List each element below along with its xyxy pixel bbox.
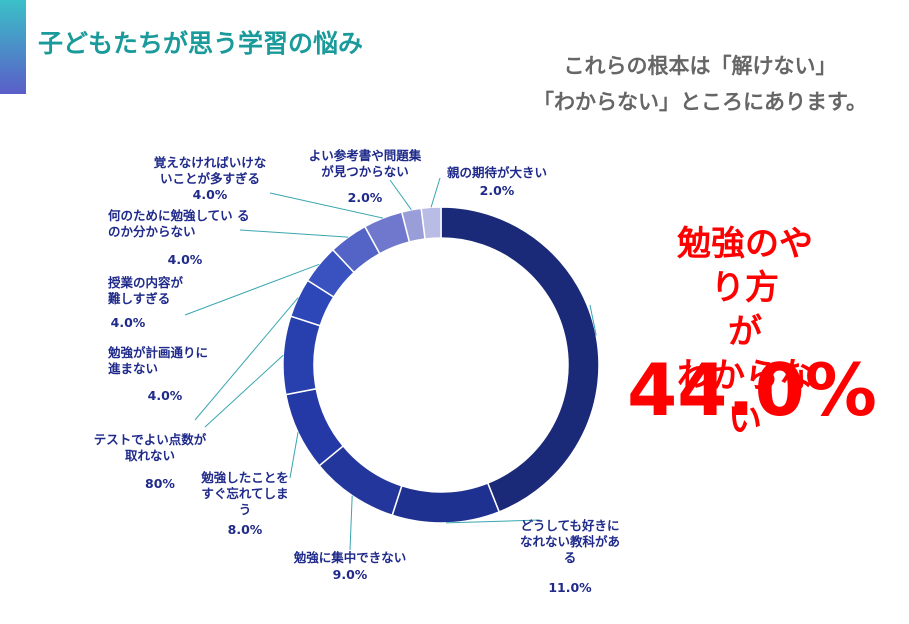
leader-line <box>204 354 284 428</box>
category-label: 勉強が計画通りに 進まない <box>108 345 209 376</box>
leader-line <box>194 297 299 421</box>
callout-label: 勉強のやり方 が わからない <box>677 224 813 440</box>
leader-line <box>349 495 353 551</box>
donut-segment <box>440 206 600 513</box>
category-label: よい参考書や問題集 が見つからない <box>308 148 422 179</box>
leader-line <box>389 179 412 211</box>
leader-line <box>289 432 299 479</box>
category-label: 勉強に集中できない <box>293 550 407 565</box>
category-label: 親の期待が大きい <box>446 165 548 180</box>
donut-segment <box>282 315 322 396</box>
value-label: 4.0% <box>110 315 146 330</box>
category-label: 授業の内容が 難しすぎる <box>108 275 184 306</box>
value-label: 2.0% <box>347 190 383 205</box>
category-label: 勉強したことを すぐ忘れてしま う <box>201 470 289 517</box>
value-label: 4.0% <box>192 187 228 202</box>
leader-line <box>269 192 383 219</box>
donut-segment <box>420 206 442 240</box>
value-label: 11.0% <box>548 580 592 595</box>
leader-line <box>184 263 320 316</box>
leader-line <box>430 177 441 208</box>
donut-segment <box>391 482 501 524</box>
value-label: 9.0% <box>332 567 368 582</box>
category-label: 覚えなければいけな いことが多すぎる <box>153 155 267 186</box>
category-label: 何のために勉強してい る のか分からない <box>108 208 250 239</box>
value-label: 2.0% <box>479 183 515 198</box>
leader-line <box>445 519 541 524</box>
title: 子どもたちが思う学習の悩み <box>38 29 364 58</box>
leader-line <box>239 229 349 238</box>
leader-line <box>589 304 597 336</box>
value-label: 4.0% <box>167 252 203 267</box>
value-label: 8.0% <box>227 522 263 537</box>
category-label: どうしても好きに なれない教科があ る <box>519 518 621 565</box>
subtitle: これらの根本は「解けない」 「わからない」ところにあります。 <box>533 54 867 114</box>
callout-value: 44.0% <box>627 348 877 432</box>
category-label: テストでよい点数が 取れない <box>93 432 207 463</box>
value-label: 80% <box>145 476 175 491</box>
value-label: 4.0% <box>147 388 183 403</box>
accent-bar <box>0 0 26 94</box>
